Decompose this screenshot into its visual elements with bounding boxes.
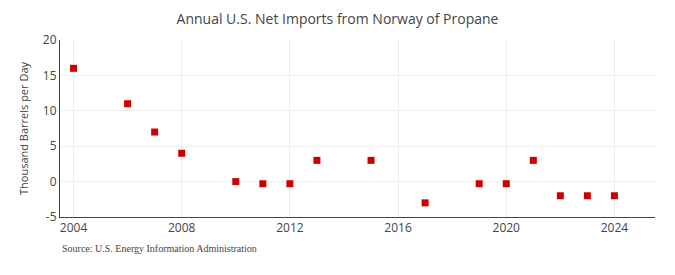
svg-text:2012: 2012 bbox=[276, 219, 304, 236]
svg-text:2024: 2024 bbox=[601, 219, 629, 236]
svg-text:20: 20 bbox=[43, 31, 57, 48]
svg-text:15: 15 bbox=[43, 67, 57, 84]
svg-text:-5: -5 bbox=[46, 208, 57, 225]
svg-text:10: 10 bbox=[43, 102, 57, 119]
svg-text:2004: 2004 bbox=[60, 219, 88, 236]
svg-text:5: 5 bbox=[50, 137, 57, 154]
svg-text:2008: 2008 bbox=[168, 219, 196, 236]
svg-text:2016: 2016 bbox=[384, 219, 412, 236]
svg-text:2020: 2020 bbox=[493, 219, 521, 236]
svg-text:0: 0 bbox=[50, 173, 57, 190]
svg-text:Source: U.S. Energy Informatio: Source: U.S. Energy Information Administ… bbox=[62, 243, 257, 254]
svg-text:Thousand Barrels per Day: Thousand Barrels per Day bbox=[16, 62, 31, 195]
svg-text:Annual U.S. Net Imports from N: Annual U.S. Net Imports from Norway of P… bbox=[177, 9, 499, 28]
